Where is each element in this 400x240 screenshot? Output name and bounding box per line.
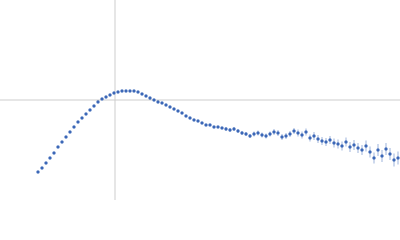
data-point — [192, 118, 196, 122]
data-point — [360, 148, 364, 152]
data-point — [392, 158, 396, 162]
data-point — [288, 132, 292, 136]
data-point — [352, 143, 356, 147]
data-point — [100, 97, 104, 101]
data-point — [368, 150, 372, 154]
data-point — [300, 133, 304, 137]
data-point — [308, 136, 312, 140]
data-point — [40, 166, 44, 170]
data-point — [236, 129, 240, 133]
data-point — [52, 151, 56, 155]
data-point — [384, 147, 388, 151]
data-point — [244, 132, 248, 136]
data-point — [268, 132, 272, 136]
data-point — [232, 127, 236, 131]
data-point — [88, 108, 92, 112]
data-point — [108, 93, 112, 97]
data-point — [176, 109, 180, 113]
data-point — [220, 126, 224, 130]
data-point — [160, 101, 164, 105]
data-point — [132, 89, 136, 93]
data-point — [272, 130, 276, 134]
data-point — [256, 131, 260, 135]
data-point — [304, 130, 308, 134]
data-point — [136, 90, 140, 94]
data-point — [316, 137, 320, 141]
data-point — [204, 123, 208, 127]
data-point — [56, 145, 60, 149]
data-point — [252, 132, 256, 136]
data-point — [140, 92, 144, 96]
data-point — [128, 89, 132, 93]
data-point — [324, 140, 328, 144]
data-point — [388, 152, 392, 156]
data-point — [248, 134, 252, 138]
data-point — [292, 129, 296, 133]
data-point — [344, 140, 348, 144]
data-point — [312, 134, 316, 138]
data-point — [120, 89, 124, 93]
data-point — [224, 127, 228, 131]
data-point — [228, 128, 232, 132]
data-point — [148, 96, 152, 100]
data-point — [184, 114, 188, 118]
data-point — [80, 116, 84, 120]
data-point — [328, 138, 332, 142]
data-point — [320, 139, 324, 143]
data-point — [216, 125, 220, 129]
data-point — [72, 125, 76, 129]
data-point — [332, 141, 336, 145]
data-point — [348, 145, 352, 149]
data-point — [124, 89, 128, 93]
data-point — [340, 144, 344, 148]
data-point — [152, 98, 156, 102]
data-point — [144, 94, 148, 98]
data-point — [264, 134, 268, 138]
data-point — [68, 130, 72, 134]
data-point — [76, 120, 80, 124]
data-point — [92, 104, 96, 108]
data-point — [116, 90, 120, 94]
data-point — [276, 131, 280, 135]
chart — [0, 0, 400, 200]
data-point — [212, 125, 216, 129]
data-point — [48, 156, 52, 160]
data-point — [64, 135, 68, 139]
data-point — [180, 111, 184, 115]
data-point — [164, 103, 168, 107]
data-point — [240, 131, 244, 135]
data-point — [188, 116, 192, 120]
data-point — [380, 154, 384, 158]
data-point — [336, 142, 340, 146]
data-point — [200, 121, 204, 125]
data-point — [36, 170, 40, 174]
data-point — [104, 95, 108, 99]
data-point — [84, 112, 88, 116]
data-point — [172, 107, 176, 111]
data-point — [260, 133, 264, 137]
data-point — [96, 100, 100, 104]
data-point — [156, 100, 160, 104]
data-point — [372, 156, 376, 160]
data-point — [168, 105, 172, 109]
data-point — [280, 135, 284, 139]
data-point — [356, 146, 360, 150]
data-point — [112, 91, 116, 95]
data-point — [208, 123, 212, 127]
data-point — [60, 140, 64, 144]
data-point — [284, 134, 288, 138]
data-point — [376, 148, 380, 152]
data-point — [396, 156, 400, 160]
data-point — [196, 119, 200, 123]
data-point — [364, 144, 368, 148]
data-point — [296, 131, 300, 135]
data-point — [44, 161, 48, 165]
